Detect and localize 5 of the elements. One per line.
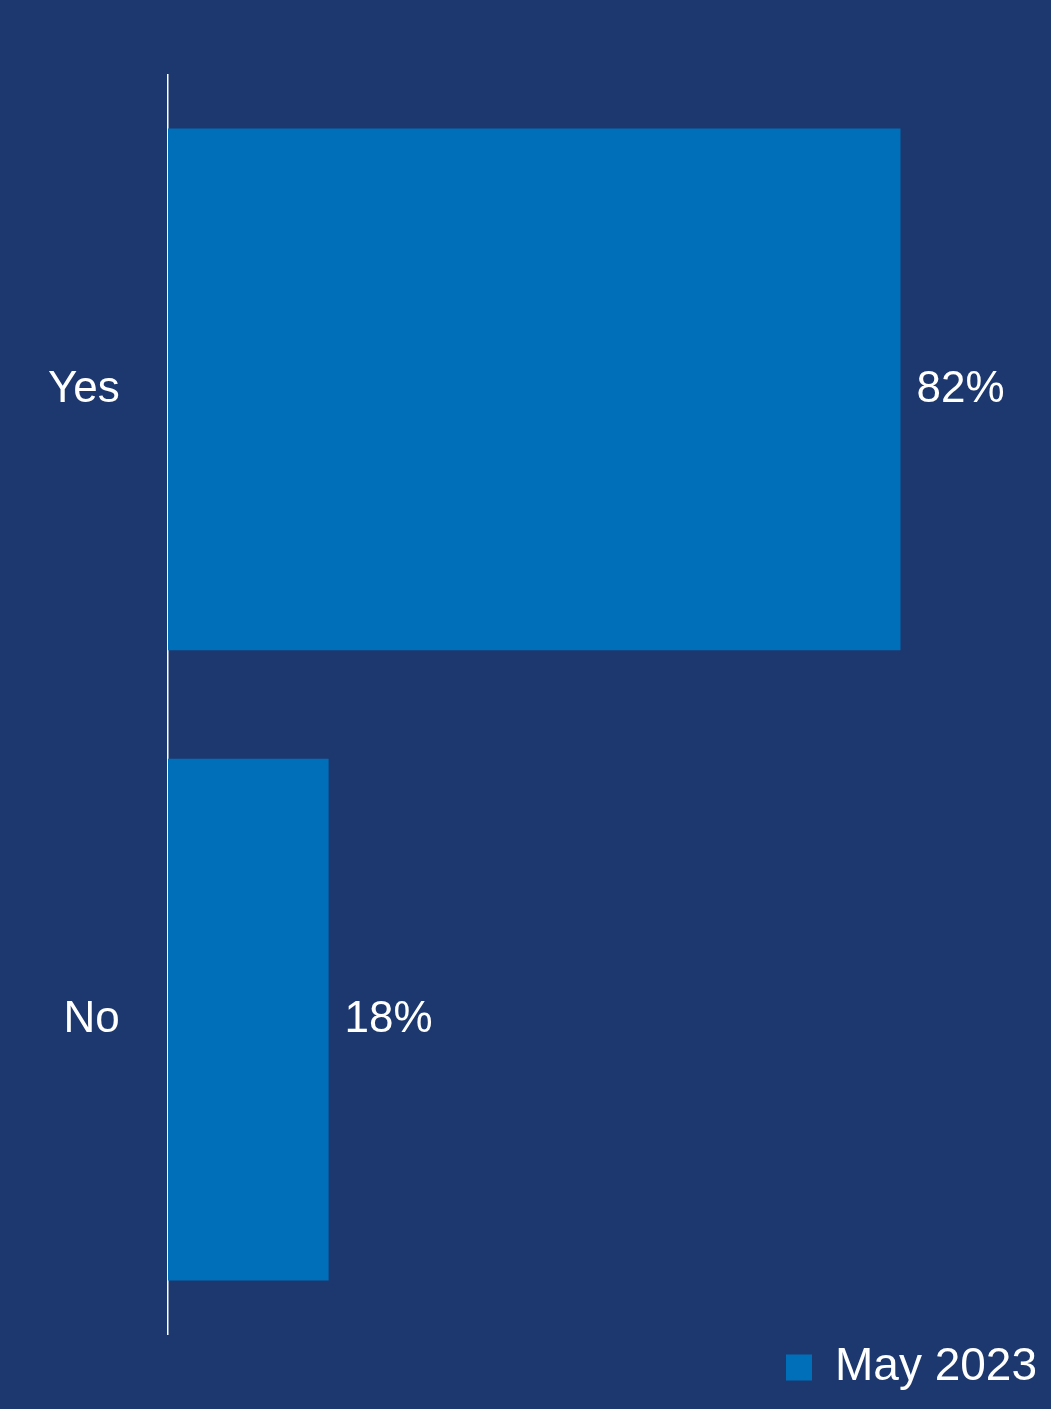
data-label: 18% <box>344 991 433 1041</box>
y-tick-label: Yes <box>48 361 120 411</box>
legend-label: May 2023 <box>834 1338 1037 1391</box>
data-label: 82% <box>916 361 1005 411</box>
y-tick-label: No <box>63 991 120 1041</box>
